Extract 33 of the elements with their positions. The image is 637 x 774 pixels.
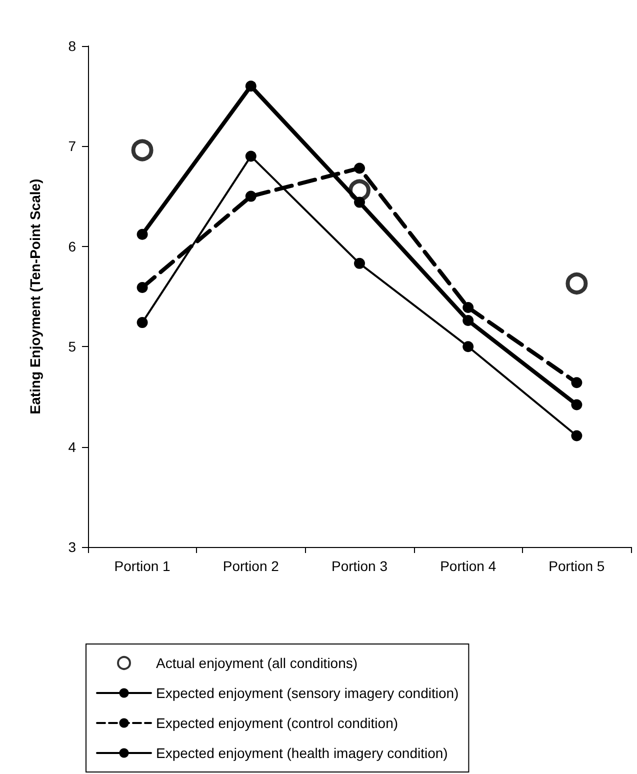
x-tick-label: Portion 3 bbox=[331, 558, 388, 574]
point bbox=[462, 315, 474, 326]
point bbox=[354, 162, 365, 174]
point bbox=[245, 150, 256, 162]
point bbox=[245, 80, 256, 92]
point bbox=[566, 272, 588, 294]
y-tick-label: 4 bbox=[68, 438, 76, 455]
x-tick-label: Portion 4 bbox=[440, 558, 496, 574]
point bbox=[462, 302, 474, 314]
y-tick-label: 7 bbox=[68, 138, 76, 154]
y-tick-label: 8 bbox=[68, 38, 76, 54]
legend-label: Expected enjoyment (control condition) bbox=[156, 715, 398, 731]
point bbox=[571, 430, 582, 442]
point bbox=[136, 282, 148, 293]
point bbox=[571, 377, 582, 388]
point bbox=[354, 196, 365, 208]
x-tick-label: Portion 1 bbox=[114, 558, 171, 574]
point bbox=[136, 317, 148, 328]
y-tick-label: 6 bbox=[68, 238, 76, 254]
legend-label: Expected enjoyment (health imagery condition) bbox=[156, 745, 448, 761]
y-tick-label: 3 bbox=[68, 539, 76, 555]
point bbox=[354, 258, 365, 269]
point bbox=[571, 399, 582, 410]
x-tick-label: Portion 5 bbox=[548, 558, 605, 574]
y-tick-label: 5 bbox=[68, 338, 76, 355]
point bbox=[131, 139, 154, 162]
point bbox=[136, 228, 148, 240]
x-tick-label: Portion 2 bbox=[222, 558, 280, 574]
point bbox=[462, 341, 474, 352]
legend-label: Actual enjoyment (all conditions) bbox=[156, 655, 358, 671]
y-axis-title: Eating Enjoyment (Ten-Point Scale) bbox=[27, 178, 43, 414]
point bbox=[245, 190, 256, 202]
legend-label: Expected enjoyment (sensory imagery condition) bbox=[156, 685, 459, 701]
